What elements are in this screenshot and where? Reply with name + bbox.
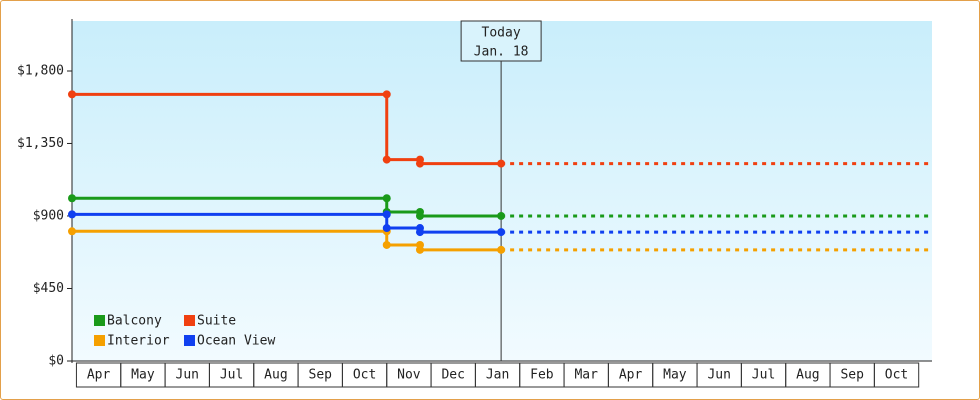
legend-label: Ocean View [197, 334, 275, 349]
x-tick-label: Dec [441, 368, 464, 383]
y-tick-label: $450 [33, 281, 64, 296]
legend-swatch [184, 315, 195, 326]
plot-area [72, 21, 932, 361]
legend-label: Interior [107, 334, 170, 349]
today-label: Jan. 18 [474, 45, 529, 60]
x-tick-label: Apr [619, 368, 643, 383]
today-label: Today [482, 26, 521, 41]
x-tick-label: Sep [840, 368, 864, 383]
data-point [382, 155, 391, 164]
legend-swatch [94, 315, 105, 326]
data-point [497, 159, 506, 168]
data-point [68, 194, 76, 203]
series-line [72, 196, 502, 218]
data-point [415, 228, 424, 237]
x-tick-label: Oct [885, 368, 908, 383]
x-tick-box [873, 362, 920, 388]
x-tick-label: Jun [176, 368, 199, 383]
series-line [72, 212, 502, 234]
x-tick-label: Apr [87, 368, 111, 383]
y-tick-label: $0 [48, 354, 64, 369]
x-tick-label: Jul [220, 368, 243, 383]
x-tick-label: Sep [309, 368, 333, 383]
legend-swatch [94, 335, 105, 346]
x-tick-label: Jan [486, 368, 509, 383]
data-point [68, 210, 76, 219]
series-line [72, 229, 502, 252]
data-point [382, 224, 391, 233]
data-point [382, 194, 391, 203]
x-tick-label: May [131, 368, 155, 383]
today-box [460, 20, 542, 62]
data-point [382, 240, 391, 249]
data-point [382, 90, 391, 99]
data-point [415, 211, 424, 220]
x-tick-label: Oct [353, 368, 376, 383]
x-tick-label: Jul [752, 368, 775, 383]
data-point [68, 227, 76, 236]
legend-label: Balcony [107, 314, 162, 329]
data-point [68, 90, 76, 99]
data-point [497, 245, 506, 254]
legend-label: Suite [197, 314, 236, 329]
x-tick-label: Aug [796, 368, 819, 383]
x-tick-label: Jun [707, 368, 730, 383]
data-point [415, 159, 424, 168]
x-tick-label: May [663, 368, 687, 383]
x-tick-label: Aug [264, 368, 287, 383]
data-point [415, 245, 424, 254]
x-tick-label: Feb [530, 368, 554, 383]
legend-swatch [184, 335, 195, 346]
series-line [72, 92, 502, 166]
y-tick-label: $1,350 [17, 136, 64, 151]
y-tick-label: $1,800 [17, 63, 64, 78]
x-tick-label: Nov [397, 368, 421, 383]
data-point [497, 211, 506, 220]
data-point [382, 210, 391, 219]
x-tick-label: Mar [574, 368, 598, 383]
data-point [497, 228, 506, 237]
y-tick-label: $900 [33, 208, 64, 223]
